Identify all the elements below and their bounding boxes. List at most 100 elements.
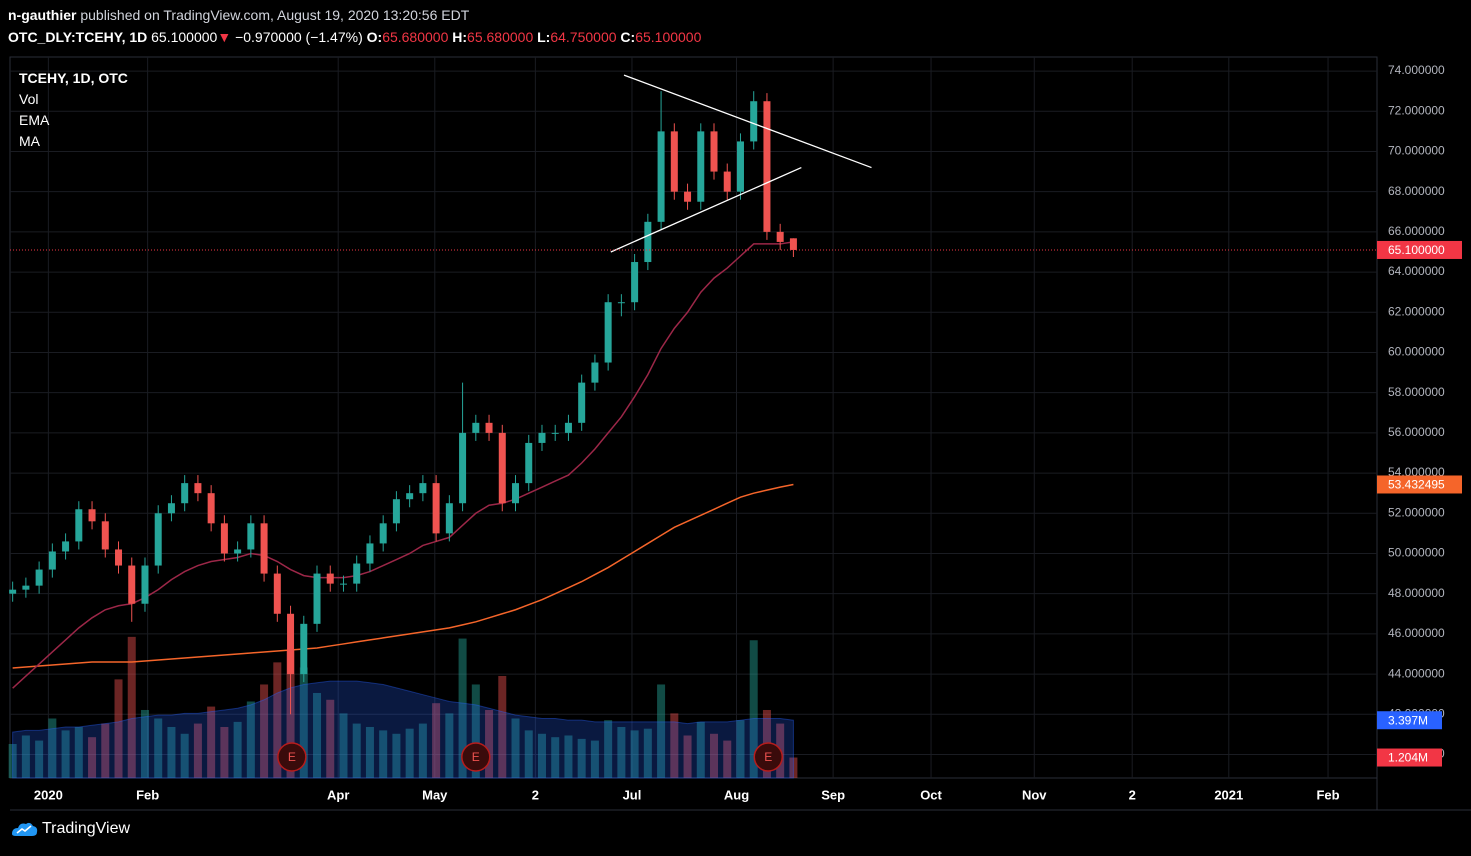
volume-bar — [220, 726, 229, 778]
candle-body — [498, 432, 506, 504]
brand: TradingView — [42, 820, 131, 837]
x-tick-label: 2020 — [34, 787, 63, 802]
volume-bar — [35, 740, 44, 778]
volume-bar — [789, 757, 798, 778]
candle-body — [287, 613, 295, 675]
volume-bar — [313, 692, 322, 778]
publish-line: n-gauthier published on TradingView.com,… — [8, 7, 469, 23]
volume-bar — [749, 640, 758, 778]
candle-body — [776, 231, 784, 242]
volume-bar — [657, 684, 666, 778]
change: −0.970000 (−1.47%) — [235, 29, 363, 45]
ohlc-key: C: — [620, 29, 636, 45]
volume-bar — [670, 713, 679, 778]
trendline — [610, 166, 802, 253]
volume-label-box — [1377, 748, 1442, 767]
ohlc-value: 65.100000 — [635, 29, 702, 45]
ma-line — [12, 483, 794, 669]
volume-bar — [207, 706, 216, 778]
candle-body — [75, 509, 83, 542]
y-tick-label: 74.000000 — [1388, 63, 1445, 77]
x-tick-label: May — [422, 787, 448, 802]
volume-ma-area — [12, 680, 794, 779]
volume-bar — [352, 723, 361, 778]
arrow: ▼ — [217, 29, 232, 45]
volume-bar — [471, 684, 480, 778]
volume-bar — [511, 718, 520, 778]
candle-body — [115, 549, 123, 566]
volume-bar — [445, 713, 454, 778]
x-tick-label: Nov — [1022, 787, 1047, 802]
volume-bar — [260, 684, 269, 778]
candle-body — [234, 549, 242, 554]
volume-bar — [127, 636, 136, 778]
candle-body — [485, 422, 493, 433]
volume-bar — [273, 662, 282, 778]
footer: TradingView — [10, 820, 130, 838]
candle-body — [167, 503, 175, 514]
earnings-label: E — [288, 750, 296, 764]
price-label-box — [1377, 475, 1462, 494]
candle-body — [194, 483, 202, 494]
volume-bar — [498, 675, 507, 778]
volume-bar — [379, 730, 388, 778]
candle-body — [181, 483, 189, 504]
candle-body — [432, 483, 440, 534]
ohlc-value: 65.680000 — [467, 29, 534, 45]
volume-bar — [365, 726, 374, 778]
y-tick-label: 58.000000 — [1388, 385, 1445, 399]
volume-bar — [180, 733, 189, 778]
volume-bar — [405, 728, 414, 778]
volume-bar — [617, 726, 626, 778]
candle-body — [736, 141, 744, 192]
candle-body — [48, 551, 56, 570]
candle-body — [22, 585, 30, 590]
candle-body — [697, 131, 705, 202]
candle-body — [353, 563, 361, 584]
y-tick-label: 56.000000 — [1388, 425, 1445, 439]
legend-title: TCEHY, 1D, OTC — [19, 70, 128, 86]
volume-bar — [590, 740, 599, 778]
candle-body — [670, 131, 678, 192]
x-tick-label: 2021 — [1214, 787, 1243, 802]
y-tick-label: 52.000000 — [1388, 505, 1445, 519]
volume-bar — [683, 735, 692, 778]
x-tick-label: 2 — [532, 787, 539, 802]
volume-label: 3.397M — [1388, 713, 1428, 727]
volume-bar — [61, 730, 70, 778]
candle-body — [392, 499, 400, 524]
candle-body — [538, 432, 546, 443]
candle-body — [141, 565, 149, 604]
volume-bar — [458, 638, 467, 778]
volume-bar — [233, 721, 242, 778]
candle-body — [62, 541, 70, 552]
legend-item: MA — [19, 133, 40, 149]
x-tick-label: Feb — [1316, 787, 1339, 802]
candle-body — [445, 503, 453, 534]
volume-bar — [193, 723, 202, 778]
volume-bar — [299, 667, 308, 778]
candle-body — [207, 493, 215, 524]
candle-body — [260, 523, 268, 574]
candle-body — [710, 131, 718, 172]
volume-bar — [101, 723, 110, 778]
ohlc-key: H: — [452, 29, 468, 45]
volume-bar — [48, 718, 57, 778]
volume-bar — [432, 703, 441, 778]
candle-body — [684, 191, 692, 202]
volume-bar — [577, 738, 586, 778]
candle-body — [419, 483, 427, 494]
publisher: n-gauthier — [8, 7, 77, 23]
candle-body — [154, 513, 162, 566]
candle-body — [512, 483, 520, 504]
y-tick-label: 72.000000 — [1388, 103, 1445, 117]
volume-label: 1.204M — [1388, 751, 1428, 765]
candle-body — [551, 432, 559, 434]
candle-body — [657, 131, 665, 222]
candle-body — [128, 565, 136, 604]
candle-body — [9, 589, 17, 594]
ohlc-key: L: — [537, 29, 551, 45]
volume-bar — [418, 723, 427, 778]
trendline — [623, 74, 872, 169]
